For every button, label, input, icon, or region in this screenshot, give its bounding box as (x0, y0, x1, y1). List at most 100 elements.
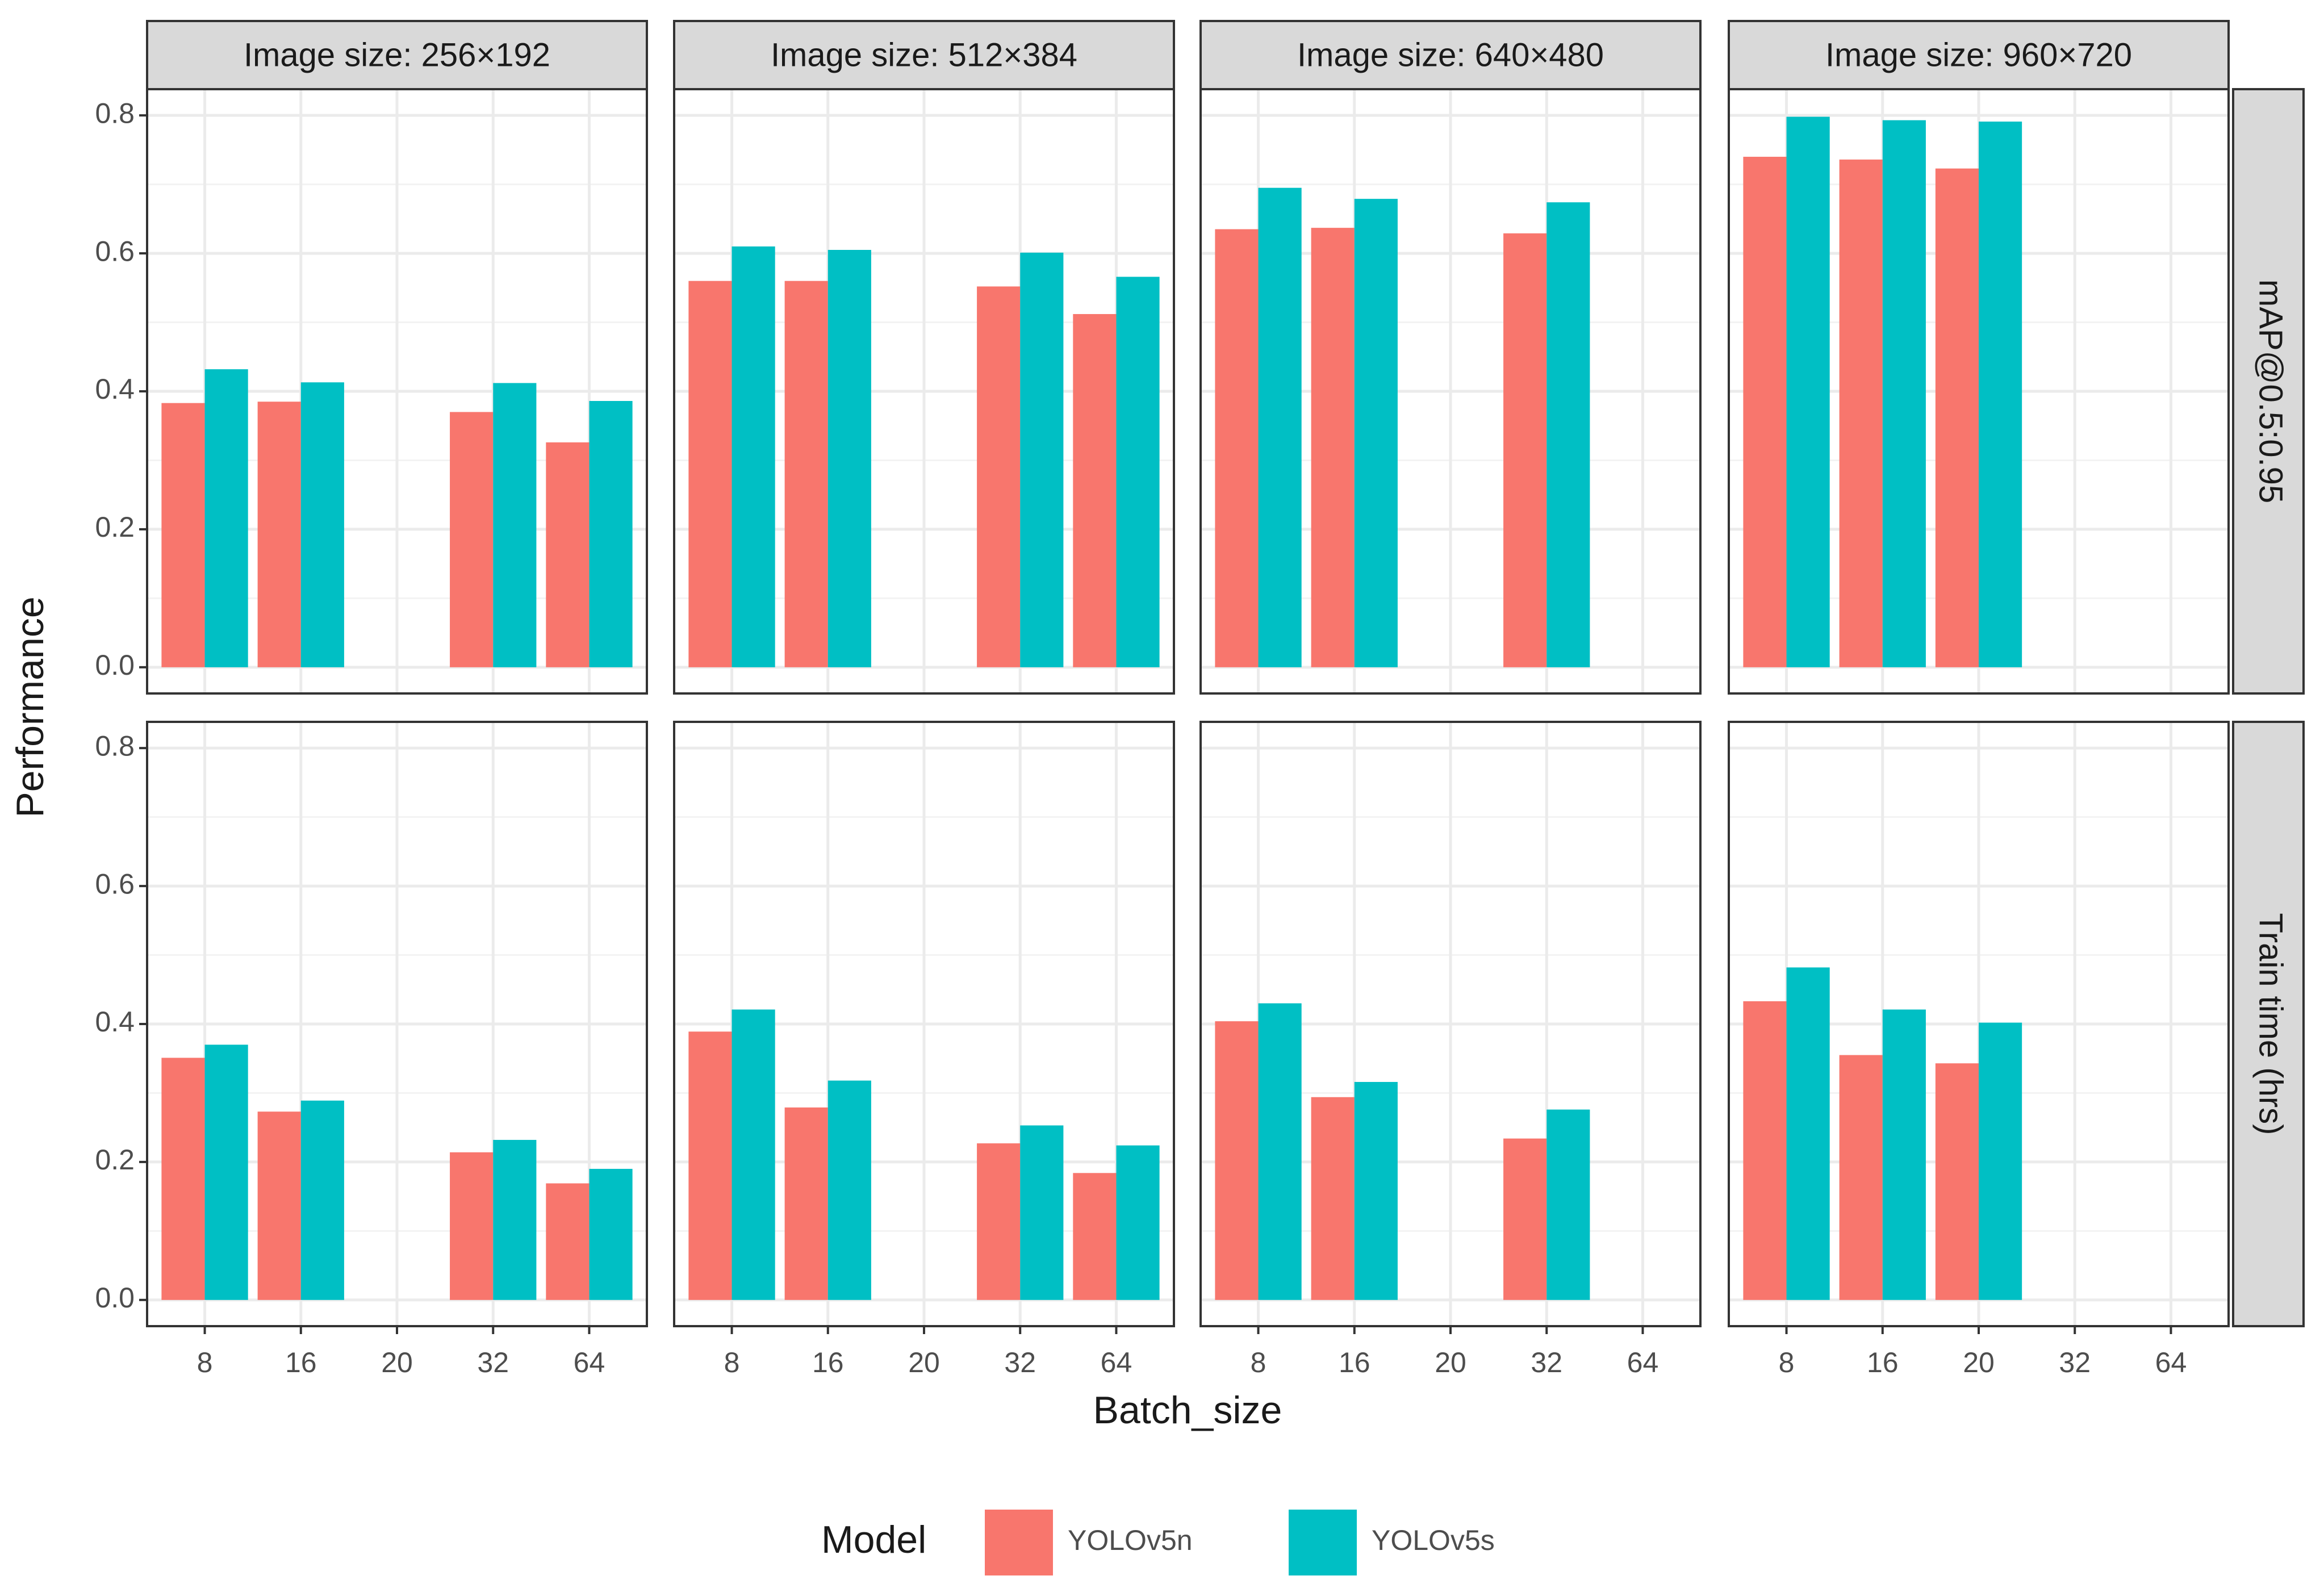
bar (1020, 252, 1064, 667)
bar (1311, 228, 1355, 667)
y-axis-title: Performance (9, 596, 52, 817)
bar (1073, 314, 1117, 667)
bar (1786, 967, 1830, 1300)
legend-swatch (985, 1510, 1053, 1575)
strip (2232, 721, 2305, 1327)
panel-border (1728, 88, 2230, 695)
x-tick-label: 16 (1867, 1347, 1899, 1378)
strip-label: Image size: 640×480 (1297, 36, 1604, 73)
x-tick-label: 32 (1004, 1347, 1036, 1378)
y-tick-label: 0.2 (95, 1144, 135, 1176)
bar (784, 1107, 828, 1300)
bar (589, 401, 633, 667)
bar (1354, 1082, 1398, 1300)
bar (161, 403, 205, 667)
strip (1728, 20, 2230, 90)
strip-label: Image size: 960×720 (1825, 36, 2132, 73)
strip-label: Image size: 512×384 (771, 36, 1077, 73)
bar (1743, 1001, 1787, 1300)
y-tick-label: 0.2 (95, 511, 135, 543)
bar (1258, 187, 1302, 667)
bar (1503, 233, 1547, 667)
x-tick-label: 20 (908, 1347, 940, 1378)
strip-label: Image size: 256×192 (244, 36, 550, 73)
bar (1258, 1003, 1302, 1300)
strip (1199, 20, 1702, 90)
bar (1116, 277, 1160, 667)
x-tick-label: 8 (197, 1347, 213, 1378)
bar (1839, 159, 1883, 667)
bar (589, 1169, 633, 1300)
bar (204, 1044, 248, 1300)
bar (450, 412, 494, 667)
bar (1935, 168, 1979, 667)
x-tick-label: 64 (1627, 1347, 1659, 1378)
strip (673, 20, 1175, 90)
x-tick-label: 16 (1339, 1347, 1370, 1378)
x-axis-title: Batch_size (1093, 1389, 1282, 1432)
x-tick-label: 16 (812, 1347, 844, 1378)
bar (1116, 1145, 1160, 1300)
bar (257, 1111, 301, 1300)
y-tick-label: 0.6 (95, 235, 135, 267)
bar (300, 1100, 344, 1300)
y-tick-label: 0.4 (95, 373, 135, 405)
strip-label: mAP@0.5:0.95 (2252, 279, 2289, 503)
legend-title: Model (821, 1518, 926, 1561)
bar (493, 1140, 537, 1300)
bar (493, 383, 537, 667)
bar (300, 382, 344, 667)
y-tick-label: 0.6 (95, 868, 135, 900)
strip (146, 20, 648, 90)
x-tick-label: 20 (1963, 1347, 1995, 1378)
bar (450, 1152, 494, 1300)
bar (1743, 157, 1787, 667)
y-tick-label: 0.0 (95, 649, 135, 681)
bar (977, 1143, 1021, 1300)
y-tick-label: 0.0 (95, 1282, 135, 1314)
bar (827, 1080, 871, 1300)
x-tick-label: 20 (381, 1347, 413, 1378)
x-tick-label: 32 (2059, 1347, 2091, 1378)
bar (546, 442, 590, 667)
bar (1215, 1021, 1259, 1300)
legend-swatch (1289, 1510, 1357, 1575)
legend-label: YOLOv5n (1068, 1524, 1193, 1556)
strip-label: Train time (hrs) (2252, 913, 2289, 1135)
panel-border (146, 88, 648, 695)
bar (1073, 1173, 1117, 1300)
bar (732, 1009, 775, 1300)
bar (1215, 229, 1259, 667)
bar (1979, 1022, 2022, 1300)
bar (257, 402, 301, 667)
bar (1786, 116, 1830, 667)
bar (732, 246, 775, 667)
x-tick-label: 64 (2155, 1347, 2187, 1378)
y-tick-label: 0.4 (95, 1006, 135, 1038)
bar (1935, 1063, 1979, 1300)
x-tick-label: 32 (477, 1347, 509, 1378)
x-tick-label: 32 (1531, 1347, 1562, 1378)
x-tick-label: 64 (574, 1347, 605, 1378)
bar (688, 1031, 732, 1300)
bar (204, 369, 248, 667)
bar (161, 1058, 205, 1300)
bar (784, 281, 828, 667)
bar (1882, 1009, 1926, 1300)
x-tick-label: 8 (1251, 1347, 1267, 1378)
bar (1354, 199, 1398, 667)
bar (1979, 122, 2022, 667)
bar (1546, 202, 1590, 667)
bar (1020, 1125, 1064, 1300)
bar (977, 286, 1021, 667)
bar (688, 281, 732, 667)
bar (1882, 120, 1926, 667)
panel-border (1199, 88, 1702, 695)
bar (827, 250, 871, 667)
strip (2232, 88, 2305, 695)
bar (546, 1183, 590, 1300)
panel-border (673, 88, 1175, 695)
x-tick-label: 64 (1101, 1347, 1132, 1378)
y-tick-label: 0.8 (95, 97, 135, 129)
